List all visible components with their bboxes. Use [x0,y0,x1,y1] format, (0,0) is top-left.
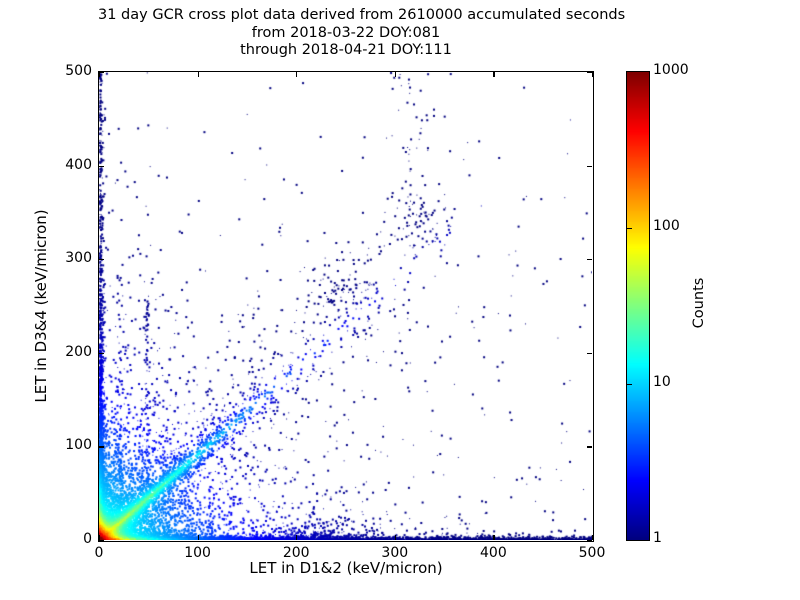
tick-mark [99,535,101,540]
colorbar [626,71,650,541]
colorbar-tick-mark [627,384,632,386]
chart-title-line-3: through 2018-04-21 DOY:111 [240,42,452,58]
x-axis-label: LET in D1&2 (keV/micron) [249,559,443,577]
y-tick-label: 0 [83,531,92,547]
tick-mark [197,72,199,77]
tick-mark [592,535,594,540]
x-tick-label: 300 [381,545,409,561]
tick-mark [587,446,592,448]
tick-mark [587,165,592,167]
x-tick-label: 100 [184,545,211,561]
tick-mark [587,352,592,354]
y-tick-label: 200 [65,343,92,360]
colorbar-tick-label: 100 [653,218,680,234]
chart-title-line-1: 31 day GCR cross plot data derived from … [98,7,626,23]
tick-mark [493,535,495,540]
colorbar-tick-label: 1000 [653,62,689,78]
tick-mark [296,535,298,540]
tick-mark [197,535,199,540]
tick-mark [99,352,104,354]
tick-mark [99,446,104,448]
chart-title: 31 day GCR cross plot data derived from … [98,7,626,60]
y-tick-label: 300 [65,250,92,267]
tick-mark [493,72,495,77]
chart-title-line-2: from 2018-03-22 DOY:081 [251,24,441,41]
tick-mark [592,72,594,77]
tick-mark [587,72,592,74]
y-tick-label: 500 [65,63,92,79]
y-tick-label: 400 [65,156,92,173]
tick-mark [99,259,104,261]
tick-mark [99,72,101,77]
y-axis-label: LET in D3&4 (keV/micron) [32,209,50,403]
colorbar-gradient-canvas [627,72,649,540]
tick-mark [99,540,104,542]
colorbar-tick-label: 1 [653,530,662,546]
x-tick-label: 500 [578,545,606,561]
tick-mark [99,165,104,167]
x-tick-label: 200 [282,545,310,561]
tick-mark [587,259,592,261]
scatter-points-canvas [99,72,592,540]
y-tick-label: 100 [65,437,92,454]
tick-mark [99,72,104,74]
tick-mark [394,72,396,77]
tick-mark [587,540,592,542]
tick-mark [296,72,298,77]
x-tick-label: 0 [94,545,104,561]
tick-mark [394,535,396,540]
colorbar-tick-mark [627,228,632,230]
colorbar-tick-label: 10 [653,374,671,390]
x-tick-label: 400 [480,545,507,561]
colorbar-axis-label: Counts [691,277,707,329]
plot-area [98,71,594,542]
